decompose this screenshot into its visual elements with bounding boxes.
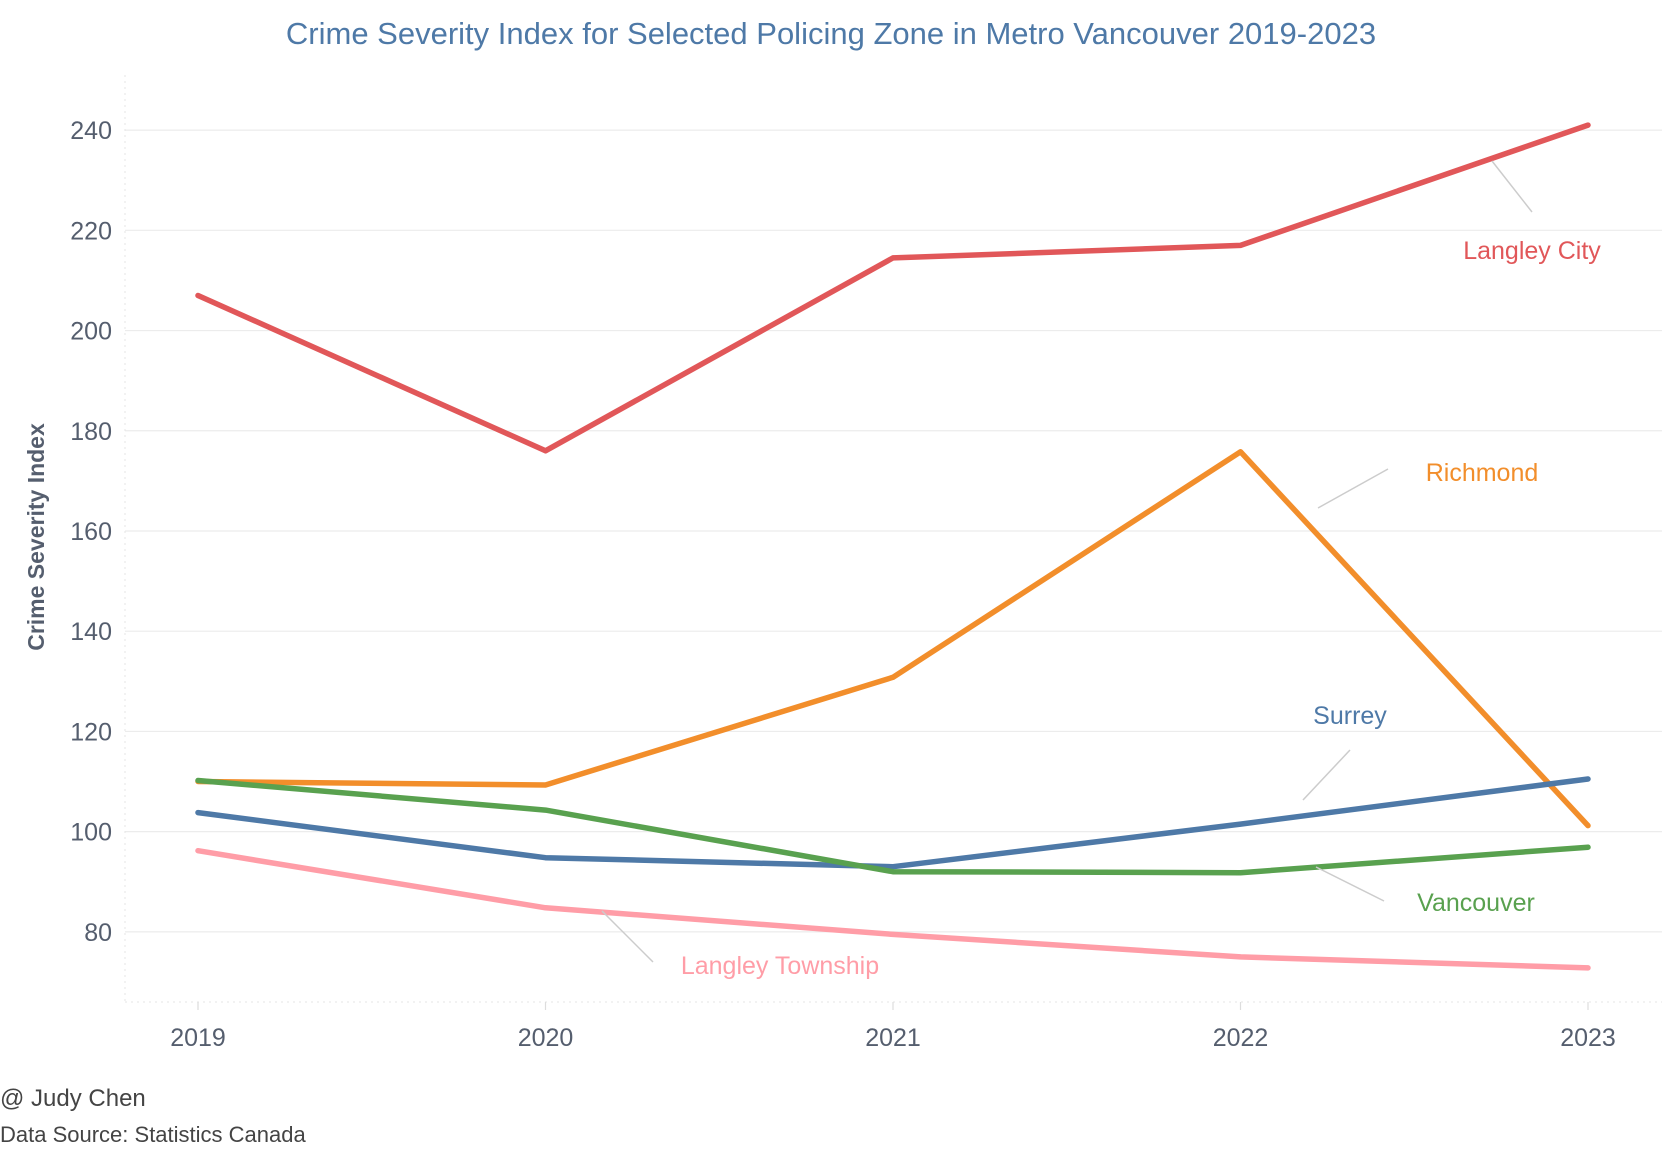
data-point-surrey [890,864,896,870]
y-tick-labels: 80 100 120 140 160 180 200 220 240 [70,117,112,947]
data-point-surrey [195,810,201,816]
data-point-vancouver [890,869,896,875]
series-line-langley-city [195,122,1591,454]
series-label-surrey: Surrey [1313,702,1387,730]
x-tick-label: 2019 [170,1024,226,1052]
x-tick-label: 2021 [865,1024,921,1052]
series-line-vancouver [195,777,1591,876]
label-leader-lines [601,160,1533,963]
series-lines [195,122,1591,971]
y-tick-label: 200 [70,318,112,346]
data-point-richmond [1238,449,1243,455]
y-tick-label: 100 [70,819,112,847]
data-point-richmond [890,674,896,680]
data-point-vancouver [543,807,548,813]
data-point-vancouver [1238,870,1243,876]
y-tick-label: 180 [70,418,112,446]
x-tick-label: 2020 [518,1024,574,1052]
data-point-langley-township [195,848,201,854]
y-tick-label: 160 [70,518,112,546]
data-point-langley-township [543,905,548,911]
data-point-langley-township [890,931,896,937]
data-point-richmond [543,782,548,788]
grid-lines [125,129,1662,933]
series-labels: Langley City Richmond Surrey Vancouver Langl… [681,237,1601,980]
data-point-langley-city [1238,242,1243,248]
y-axis-label: Crime Severity Index [23,423,49,651]
series-label-richmond: Richmond [1426,459,1539,487]
series-label-langley-township: Langley Township [681,952,879,980]
data-point-vancouver [1585,844,1591,850]
data-point-langley-city [543,448,548,454]
leader-line-langley-township [601,910,654,963]
data-point-langley-township [1585,965,1591,971]
x-tick-labels: 2019 2020 2021 2022 2023 [170,1002,1616,1052]
chart-title: Crime Severity Index for Selected Polici… [285,16,1377,51]
x-tick-label: 2023 [1560,1024,1616,1052]
data-point-vancouver [195,778,201,784]
leader-line-surrey [1302,749,1351,801]
data-point-langley-city [1585,122,1591,128]
data-point-langley-city [195,292,201,298]
data-point-richmond [1585,823,1591,829]
data-point-surrey [543,855,548,861]
credit-source: Data Source: Statistics Canada [0,1122,306,1147]
y-tick-label: 220 [70,217,112,245]
y-tick-label: 80 [84,919,112,947]
data-point-langley-township [1238,954,1243,960]
y-tick-label: 240 [70,117,112,145]
data-point-surrey [1238,821,1243,827]
data-point-langley-city [890,255,896,261]
y-tick-label: 120 [70,718,112,746]
credit-author: @ Judy Chen [0,1085,146,1112]
series-label-langley-city: Langley City [1463,237,1601,265]
series-line-richmond [195,449,1591,829]
series-label-vancouver: Vancouver [1417,889,1535,917]
series-line-surrey [195,776,1591,870]
leader-line-vancouver [1315,866,1385,902]
data-point-surrey [1585,776,1591,782]
leader-line-richmond [1317,468,1389,509]
y-tick-label: 140 [70,618,112,646]
leader-line-langley-city [1491,160,1533,213]
x-tick-label: 2022 [1213,1024,1269,1052]
